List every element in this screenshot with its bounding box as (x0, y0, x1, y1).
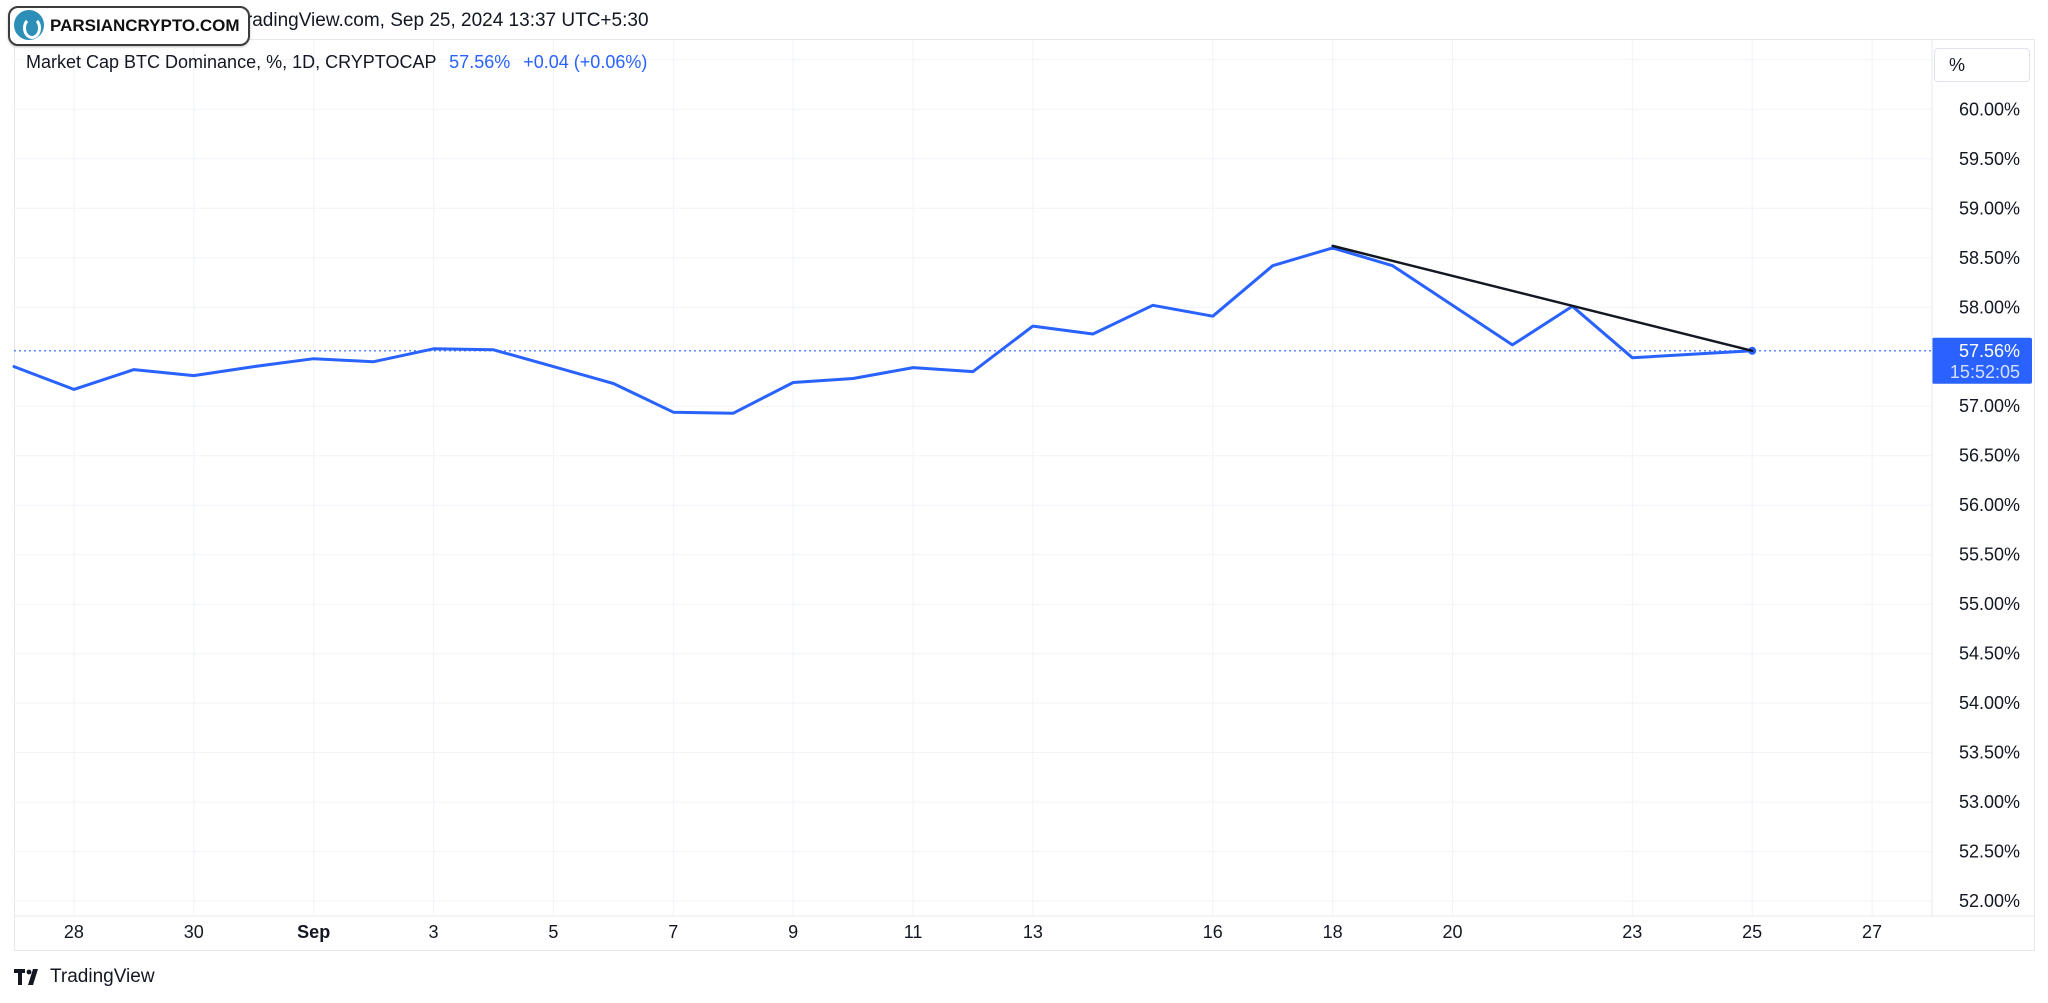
y-tick-label: 55.50% (1959, 545, 2020, 565)
y-tick-label: 56.50% (1959, 446, 2020, 466)
footer-brand[interactable]: TradingView (14, 966, 155, 988)
y-tick-label: 54.50% (1959, 644, 2020, 664)
y-tick-label: 59.00% (1959, 198, 2020, 218)
x-tick-label: 13 (1023, 922, 1043, 942)
footer-brand-text: TradingView (50, 966, 155, 987)
y-tick-label: 52.50% (1959, 842, 2020, 862)
x-tick-label: 28 (64, 922, 84, 942)
x-tick-label: 25 (1742, 922, 1762, 942)
y-tick-label: 56.00% (1959, 495, 2020, 515)
descending-trendline (1331, 244, 1754, 353)
x-tick-label: 18 (1323, 922, 1343, 942)
price-tag-countdown: 15:52:05 (1950, 362, 2020, 382)
y-tick-label: 53.00% (1959, 792, 2020, 812)
y-tick-label: 60.00% (1959, 99, 2020, 119)
legend-symbol: Market Cap BTC Dominance, %, 1D, CRYPTOC… (26, 52, 437, 72)
x-tick-label: 5 (548, 922, 558, 942)
price-tag-value: 57.56% (1959, 341, 2020, 361)
y-tick-label: 58.50% (1959, 248, 2020, 268)
x-tick-label: 3 (429, 922, 439, 942)
chart-caption: TradingView.com, Sep 25, 2024 13:37 UTC+… (235, 10, 649, 31)
y-tick-label: 59.50% (1959, 149, 2020, 169)
legend-change: +0.04 (+0.06%) (523, 52, 648, 72)
tradingview-logo-icon (14, 969, 38, 985)
y-tick-label: 54.00% (1959, 693, 2020, 713)
x-tick-label: 23 (1622, 922, 1642, 942)
y-tick-label: 53.50% (1959, 743, 2020, 763)
x-tick-label: 9 (788, 922, 798, 942)
watermark-text: PARSIANCRYPTO.COM (50, 16, 240, 35)
y-tick-label: 57.00% (1959, 396, 2020, 416)
price-tag-box (1932, 337, 2032, 384)
y-tick-label: 52.00% (1959, 891, 2020, 911)
x-tick-label: 30 (184, 922, 204, 942)
x-tick-label: 11 (904, 922, 923, 942)
btc-dominance-series-line (12, 246, 1754, 415)
percent-scale-button[interactable]: % (1934, 48, 2030, 82)
x-tick-label: 20 (1442, 922, 1462, 942)
series-legend[interactable]: Market Cap BTC Dominance, %, 1D, CRYPTOC… (26, 52, 647, 73)
watermark-badge: PARSIANCRYPTO.COM (8, 6, 250, 46)
x-tick-label: 7 (668, 922, 678, 942)
x-tick-label: 27 (1862, 922, 1882, 942)
legend-last-value: 57.56% (449, 52, 511, 72)
y-tick-label: 58.00% (1959, 297, 2020, 317)
x-tick-label: Sep (297, 922, 330, 942)
x-tick-label: 16 (1203, 922, 1223, 942)
y-tick-label: 55.00% (1959, 594, 2020, 614)
chart-frame (14, 39, 2035, 951)
parsiancrypto-logo-icon (12, 8, 46, 42)
